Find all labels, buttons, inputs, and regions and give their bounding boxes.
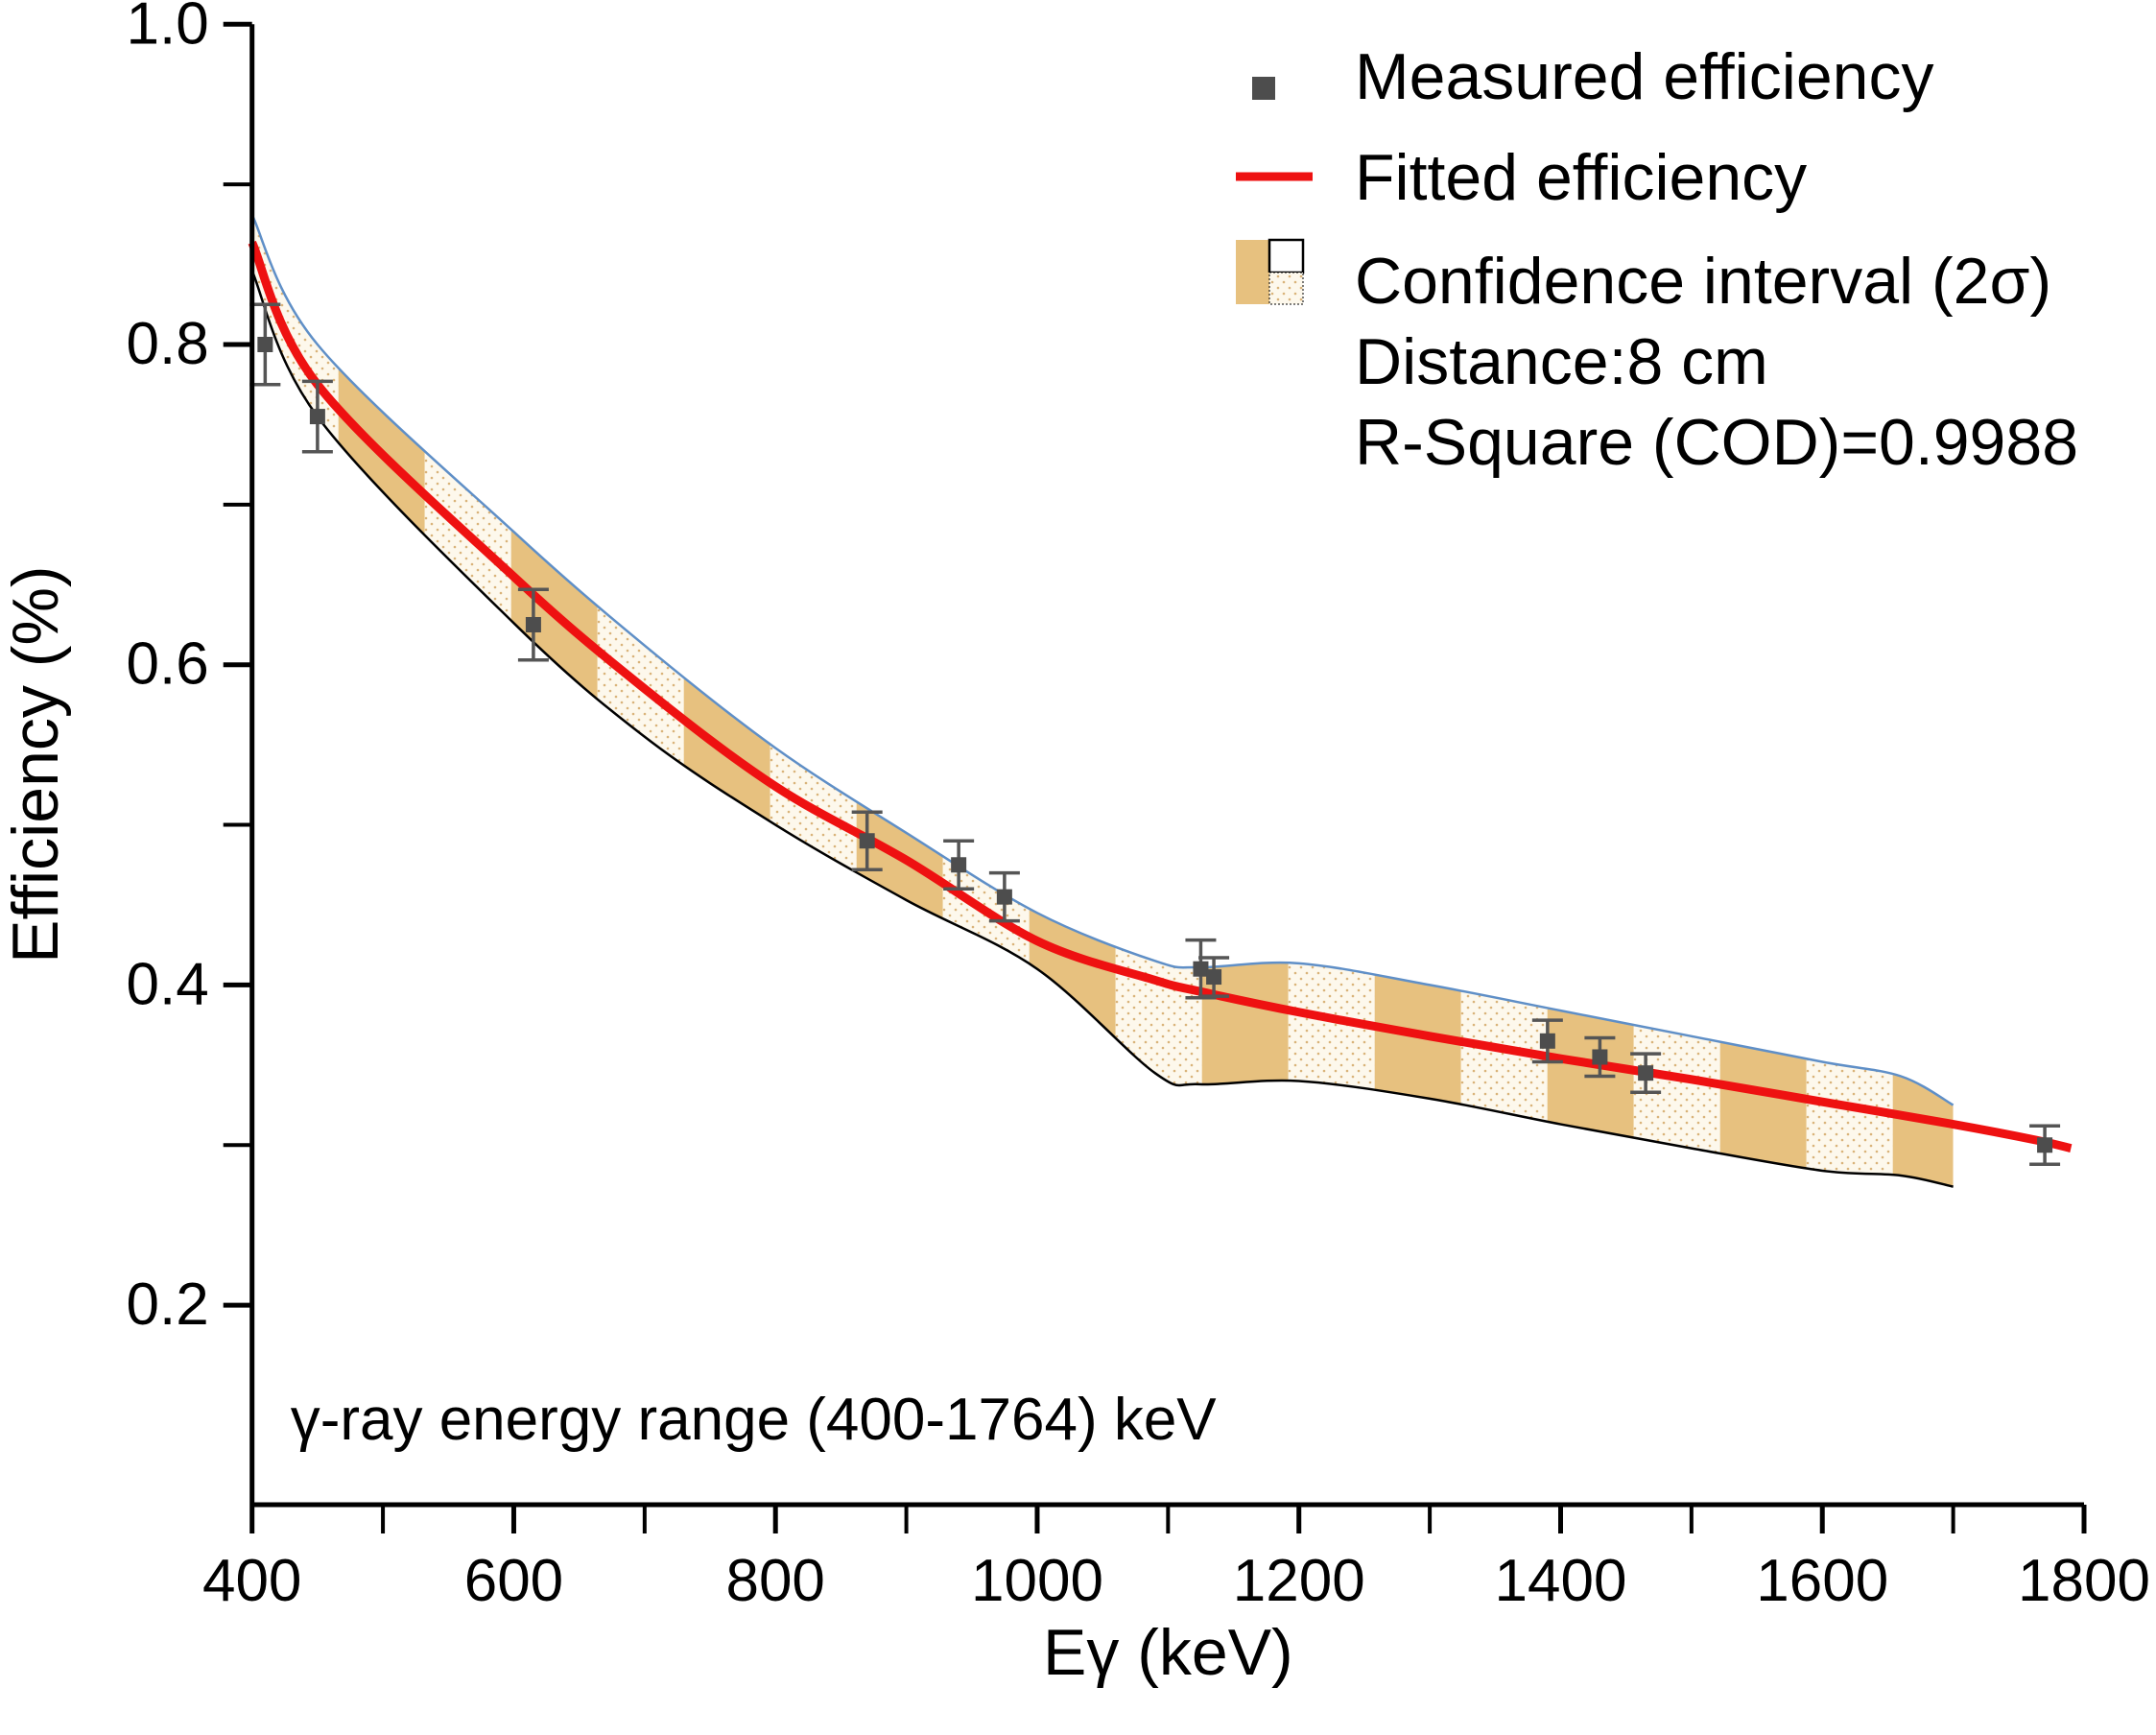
svg-text:0.2: 0.2 (126, 1272, 208, 1338)
svg-text:0.8: 0.8 (126, 311, 208, 377)
svg-text:Measured efficiency: Measured efficiency (1355, 40, 1934, 113)
svg-text:0.4: 0.4 (126, 951, 208, 1017)
svg-text:Efficiency (%): Efficiency (%) (0, 565, 72, 963)
svg-text:R-Square (COD)=0.9988: R-Square (COD)=0.9988 (1355, 406, 2078, 479)
svg-text:600: 600 (464, 1548, 563, 1614)
svg-text:1400: 1400 (1495, 1548, 1627, 1614)
svg-text:800: 800 (725, 1548, 824, 1614)
svg-text:1600: 1600 (1756, 1548, 1888, 1614)
svg-text:1800: 1800 (2018, 1548, 2150, 1614)
svg-text:Confidence interval (2σ): Confidence interval (2σ) (1355, 245, 2051, 318)
svg-text:1200: 1200 (1233, 1548, 1365, 1614)
svg-text:Distance:8 cm: Distance:8 cm (1355, 325, 1768, 398)
svg-text:0.6: 0.6 (126, 631, 208, 698)
svg-text:Eγ (keV): Eγ (keV) (1043, 1616, 1293, 1689)
svg-text:400: 400 (202, 1548, 301, 1614)
svg-text:Fitted efficiency: Fitted efficiency (1355, 141, 1807, 214)
svg-text:1.0: 1.0 (126, 0, 208, 57)
svg-text:γ-ray energy range (400-1764): γ-ray energy range (400-1764) keV (291, 1387, 1218, 1453)
svg-text:1000: 1000 (971, 1548, 1103, 1614)
